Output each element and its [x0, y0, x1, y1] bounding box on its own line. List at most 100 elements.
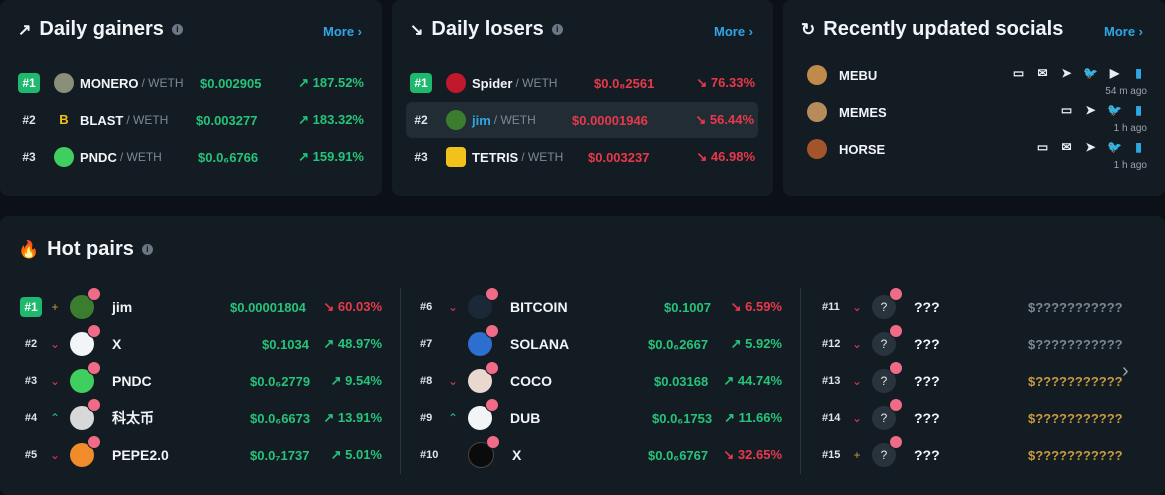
pair-price: $0.03168: [654, 373, 709, 389]
hot-pair-row[interactable]: #13 ⌄ ? ??? $???????????: [822, 361, 1123, 396]
social-icons: ▭ ➤ 🐦 ▮: [1058, 103, 1147, 117]
info-icon[interactable]: i: [171, 24, 183, 35]
gainer-row[interactable]: #2 B BLAST / WETH $0.003277 ↗ 183.32%: [18, 105, 364, 135]
platform-badge: [87, 324, 101, 338]
chart-icon[interactable]: ▮: [1135, 66, 1142, 80]
pair-name: ???: [914, 410, 940, 426]
telegram-icon[interactable]: ➤: [1085, 103, 1096, 117]
pair-name: ???: [914, 299, 940, 315]
pair-price: $0.0₆1753: [652, 410, 713, 426]
pair-change: ↘ 6.59%: [730, 299, 782, 314]
dub-avatar: [468, 398, 499, 430]
pair-name: ???: [914, 447, 940, 463]
twitter-icon[interactable]: 🐦: [1107, 140, 1122, 154]
email-icon[interactable]: ✉: [1061, 140, 1072, 154]
website-icon[interactable]: ▭: [1012, 66, 1025, 80]
pair-change: ↗ 48.97%: [323, 336, 382, 351]
rank-label: #3: [22, 150, 36, 164]
hot-pair-row[interactable]: #9 ⌃ DUB $0.0₆1753 ↗ 11.66%: [420, 398, 782, 433]
pair-name: SOLANA: [510, 336, 570, 352]
hot-pair-row[interactable]: #12 ⌄ ? ??? $???????????: [822, 324, 1123, 359]
pair-change: ↗ 44.74%: [723, 373, 782, 388]
platform-badge: [889, 324, 903, 338]
rank-label: #2: [22, 113, 36, 127]
hot-pair-row[interactable]: #3 ⌄ PNDC $0.0₆2779 ↗ 9.54%: [20, 361, 382, 396]
socials-title: ↻ Recently updated socials: [801, 18, 1064, 40]
telegram-icon[interactable]: ➤: [1061, 66, 1072, 80]
pair-change: ↘ 46.98%: [696, 149, 755, 164]
pair-price: $0.0₆2779: [250, 373, 311, 389]
rank-label: #6: [420, 301, 433, 313]
pair-change: ↗ 187.52%: [298, 75, 364, 90]
social-row[interactable]: MEMES ▭ ➤ 🐦 ▮ 1 h ago: [807, 101, 1147, 134]
daily-gainers-title: ↗ Daily gainers i: [18, 18, 183, 41]
telegram-icon[interactable]: ➤: [1085, 140, 1096, 154]
pair-price: $0.0₈2561: [594, 75, 655, 91]
pair-price: $0.0₇1737: [250, 447, 310, 463]
trend-down-icon: ⌄: [447, 374, 459, 388]
pair-change: ↗ 13.91%: [323, 410, 382, 425]
daily-losers-card: ↘ Daily losers i More › #1 Spider / WETH…: [392, 0, 773, 196]
rank-label: #3: [24, 375, 38, 387]
twitter-icon[interactable]: 🐦: [1083, 66, 1098, 80]
rank-badge: #1: [20, 297, 42, 317]
hot-pair-row[interactable]: #8 ⌄ COCO $0.03168 ↗ 44.74%: [420, 361, 782, 396]
loser-row[interactable]: #3 TETRIS / WETH $0.003237 ↘ 46.98%: [410, 142, 755, 172]
x-avatar: [468, 435, 500, 468]
hot-pair-row[interactable]: #6 ⌄ BITCOIN $0.1007 ↘ 6.59%: [420, 287, 782, 322]
hot-pair-row[interactable]: #11 ⌄ ? ??? $???????????: [822, 287, 1123, 322]
loser-row[interactable]: #1 Spider / WETH $0.0₈2561 ↘ 76.33%: [410, 68, 755, 98]
chart-icon[interactable]: ▮: [1135, 140, 1142, 154]
tetris-avatar: [446, 147, 466, 167]
hot-pair-row[interactable]: #4 ⌃ 科太币 $0.0₆6673 ↗ 13.91%: [20, 398, 382, 433]
hot-pairs-card: 🔥 Hot pairs i: [0, 216, 1165, 495]
pair-price: $???????????: [1028, 299, 1123, 315]
social-icons: ▭ ✉ ➤ 🐦 ▮: [1034, 140, 1147, 154]
info-icon[interactable]: i: [551, 24, 563, 35]
youtube-icon[interactable]: ▶: [1109, 66, 1120, 80]
pair-name: DUB: [510, 410, 541, 426]
pair-name: X: [112, 336, 122, 352]
hot-pair-row[interactable]: #2 ⌄ X $0.1034 ↗ 48.97%: [20, 324, 382, 359]
loser-row[interactable]: #2 jim / WETH $0.00001946 ↘ 56.44%: [406, 102, 758, 138]
social-icons: ▭ ✉ ➤ 🐦 ▶ ▮: [1010, 66, 1147, 80]
social-row[interactable]: HORSE ▭ ✉ ➤ 🐦 ▮ 1 h ago: [807, 138, 1147, 171]
unknown-avatar: ?: [872, 435, 903, 467]
pair-symbol[interactable]: jim: [472, 112, 491, 128]
pair-symbol: TETRIS: [472, 149, 519, 165]
hot-pair-row[interactable]: #15 + ? ??? $???????????: [822, 435, 1123, 470]
hot-pair-row[interactable]: #7 SOLANA $0.0₆2667 ↗ 5.92%: [420, 324, 782, 359]
gainer-row[interactable]: #1 MONERO / WETH $0.002905 ↗ 187.52%: [18, 68, 364, 98]
pair-price: $0.00001804: [230, 299, 306, 315]
social-row[interactable]: MEBU ▭ ✉ ➤ 🐦 ▶ ▮ 54 m ago: [807, 64, 1147, 97]
website-icon[interactable]: ▭: [1060, 103, 1073, 117]
losers-more-link[interactable]: More ›: [713, 24, 753, 39]
unknown-avatar: ?: [872, 398, 903, 430]
hot-pair-row[interactable]: #1 + jim $0.00001804 ↘ 60.03%: [20, 287, 382, 322]
hot-pair-row[interactable]: #14 ⌄ ? ??? $???????????: [822, 398, 1123, 433]
pair-change: ↗ 183.32%: [298, 112, 364, 127]
trend-down-icon: ⌄: [851, 374, 863, 388]
platform-badge: [87, 398, 101, 412]
pair-change: ↘ 56.44%: [695, 112, 754, 127]
pair-symbol: MONERO: [80, 75, 139, 91]
email-icon[interactable]: ✉: [1037, 66, 1048, 80]
chart-icon[interactable]: ▮: [1135, 103, 1142, 117]
social-name: HORSE: [839, 141, 886, 157]
trend-down-icon: ⌄: [851, 411, 863, 425]
gainers-more-link[interactable]: More ›: [322, 24, 362, 39]
website-icon[interactable]: ▭: [1036, 140, 1049, 154]
hot-pair-row[interactable]: #5 ⌄ PEPE2.0 $0.0₇1737 ↗ 5.01%: [20, 435, 382, 470]
platform-badge: [486, 435, 500, 449]
twitter-icon[interactable]: 🐦: [1107, 103, 1122, 117]
flame-icon: 🔥: [18, 239, 40, 259]
trend-down-icon: ⌄: [447, 300, 459, 314]
hot-pair-row[interactable]: #10 X $0.0₆6767 ↘ 32.65%: [420, 435, 782, 470]
info-icon[interactable]: i: [141, 244, 153, 255]
next-page-chevron-icon[interactable]: ›: [1122, 360, 1129, 382]
gainer-row[interactable]: #3 PNDC / WETH $0.0₆6766 ↗ 159.91%: [18, 142, 364, 172]
socials-more-link[interactable]: More ›: [1103, 24, 1143, 39]
platform-badge: [87, 361, 101, 375]
horse-avatar: [807, 139, 827, 159]
trend-up-icon: ⌃: [49, 411, 61, 425]
